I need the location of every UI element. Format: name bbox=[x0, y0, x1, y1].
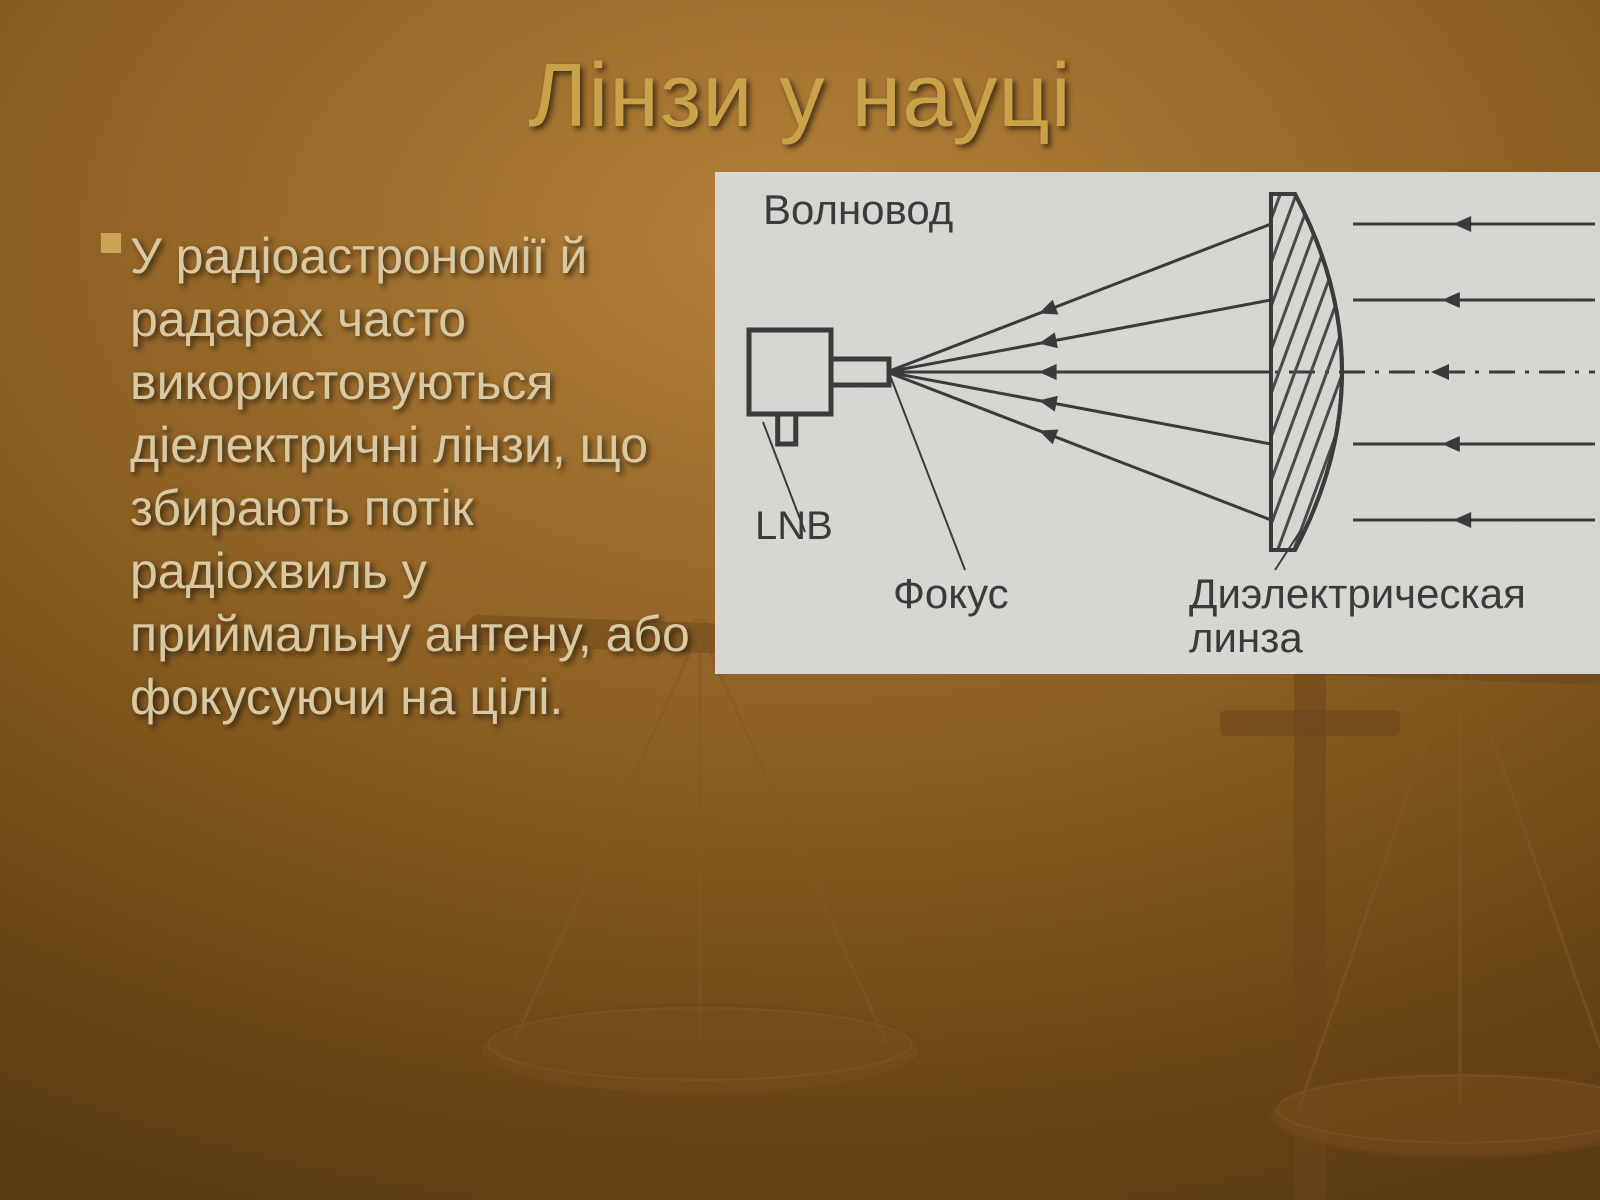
bullet-block: У радіоастрономії й радарах часто викори… bbox=[100, 225, 710, 729]
label-lnb: LNB bbox=[755, 504, 833, 549]
label-volnovod: Волновод bbox=[763, 186, 953, 234]
bullet-text: У радіоастрономії й радарах часто викори… bbox=[130, 225, 702, 729]
label-dielektrich: Диэлектрическая bbox=[1189, 570, 1526, 618]
lens-diagram: Волновод LNB Фокус Диэлектрическая линза bbox=[715, 172, 1600, 674]
slide-title: Лінзи у науці bbox=[0, 45, 1600, 148]
label-linza: линза bbox=[1189, 614, 1303, 662]
label-fokus: Фокус bbox=[893, 570, 1009, 618]
slide: Лінзи у науці У радіоастрономії й радара… bbox=[0, 0, 1600, 1200]
bullet-icon bbox=[100, 232, 122, 254]
